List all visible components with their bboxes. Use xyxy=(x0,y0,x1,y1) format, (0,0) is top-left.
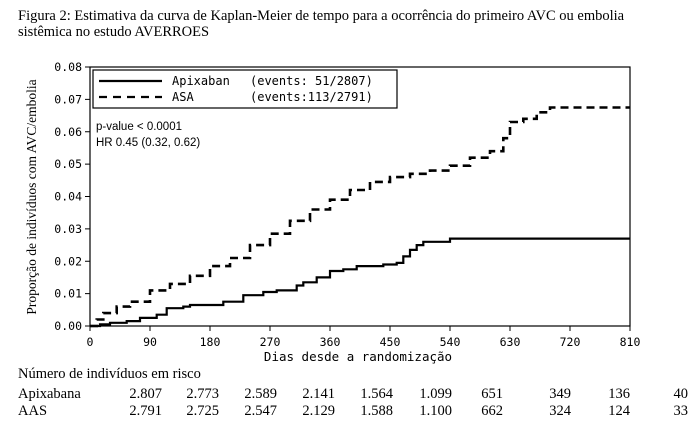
caption-line-1: Figura 2: Estimativa da curva de Kaplan-… xyxy=(18,8,625,24)
legend-events-asa: (events:113/2791) xyxy=(250,90,373,104)
x-tick-label: 90 xyxy=(143,335,157,349)
risk-cell: 324 xyxy=(549,403,571,419)
legend-box xyxy=(92,69,398,109)
legend: Apixaban (events: 51/2807) ASA (events:1… xyxy=(92,69,398,109)
legend-events-apixaban: (events: 51/2807) xyxy=(250,74,373,88)
x-tick-label: 360 xyxy=(320,335,341,349)
figure-caption: Figura 2: Estimativa da curva de Kaplan-… xyxy=(18,8,678,40)
risk-cell: 2.129 xyxy=(302,403,335,419)
x-tick-label: 630 xyxy=(500,335,521,349)
risk-cell: 2.807 xyxy=(129,386,162,402)
risk-cell: 349 xyxy=(549,386,571,402)
y-tick-label: 0.08 xyxy=(54,60,82,74)
km-chart: 0.00 0.01 0.02 0.03 0.04 0.05 0.06 0.07 0.08 0 90… xyxy=(24,60,641,364)
annotation-p-value: p-value < 0.0001 xyxy=(96,121,182,133)
risk-table-title: Número de indivíduos em risco xyxy=(18,366,201,382)
y-tick-label: 0.01 xyxy=(54,287,82,301)
risk-cell: 2.141 xyxy=(302,386,335,402)
risk-row-aas: AAS 2.791 2.725 2.547 2.129 1.588 1.100 … xyxy=(18,403,688,420)
x-tick-label: 180 xyxy=(200,335,221,349)
x-axis: 0 90 180 270 360 450 540 630 720 810 xyxy=(87,326,641,349)
y-tick-label: 0.03 xyxy=(54,222,82,236)
risk-row-label: AAS xyxy=(18,403,48,419)
y-tick-label: 0.05 xyxy=(54,157,82,171)
risk-table: Número de indivíduos em risco Apixabana … xyxy=(18,366,688,426)
risk-cell: 662 xyxy=(481,403,503,419)
risk-cell: 1.564 xyxy=(360,386,393,402)
risk-cell: 124 xyxy=(608,403,630,419)
y-axis: 0.00 0.01 0.02 0.03 0.04 0.05 0.06 0.07 0.08 xyxy=(54,60,90,333)
series-layer xyxy=(90,106,630,328)
series-line-asa xyxy=(90,106,630,328)
x-axis-label: Dias desde a randomização xyxy=(264,349,452,364)
legend-label-asa: ASA xyxy=(172,90,194,104)
risk-cell: 2.547 xyxy=(244,403,277,419)
y-tick-label: 0.04 xyxy=(54,190,82,204)
y-tick-label: 0.02 xyxy=(54,254,82,268)
risk-cell: 40 xyxy=(673,386,689,402)
x-tick-label: 270 xyxy=(260,335,281,349)
risk-cell: 2.725 xyxy=(186,403,219,419)
risk-cell: 1.588 xyxy=(360,403,393,419)
x-tick-label: 540 xyxy=(440,335,461,349)
risk-cell: 2.773 xyxy=(186,386,219,402)
x-tick-label: 810 xyxy=(620,335,641,349)
risk-row-apixabana: Apixabana 2.807 2.773 2.589 2.141 1.564 … xyxy=(18,386,688,403)
x-tick-label: 0 xyxy=(87,335,94,349)
y-tick-label: 0.07 xyxy=(54,92,82,106)
risk-cell: 1.100 xyxy=(419,403,452,419)
risk-cell: 651 xyxy=(481,386,503,402)
legend-label-apixaban: Apixaban xyxy=(172,74,230,88)
x-tick-label: 450 xyxy=(380,335,401,349)
risk-cell: 2.791 xyxy=(129,403,162,419)
y-axis-label: Proporção de indivíduos com AVC/embolia xyxy=(24,79,39,314)
y-tick-label: 0.00 xyxy=(54,319,82,333)
y-tick-label: 0.06 xyxy=(54,125,82,139)
risk-cell: 136 xyxy=(608,386,630,402)
caption-line-2: sistêmica no estudo AVERROES xyxy=(18,24,210,40)
risk-cell: 2.589 xyxy=(244,386,277,402)
series-line-apixaban xyxy=(90,237,630,328)
annotation-hazard-ratio: HR 0.45 (0.32, 0.62) xyxy=(96,137,200,149)
risk-row-label: Apixabana xyxy=(18,386,81,402)
risk-cell: 1.099 xyxy=(419,386,452,402)
x-tick-label: 720 xyxy=(560,335,581,349)
risk-cell: 33 xyxy=(673,403,689,419)
